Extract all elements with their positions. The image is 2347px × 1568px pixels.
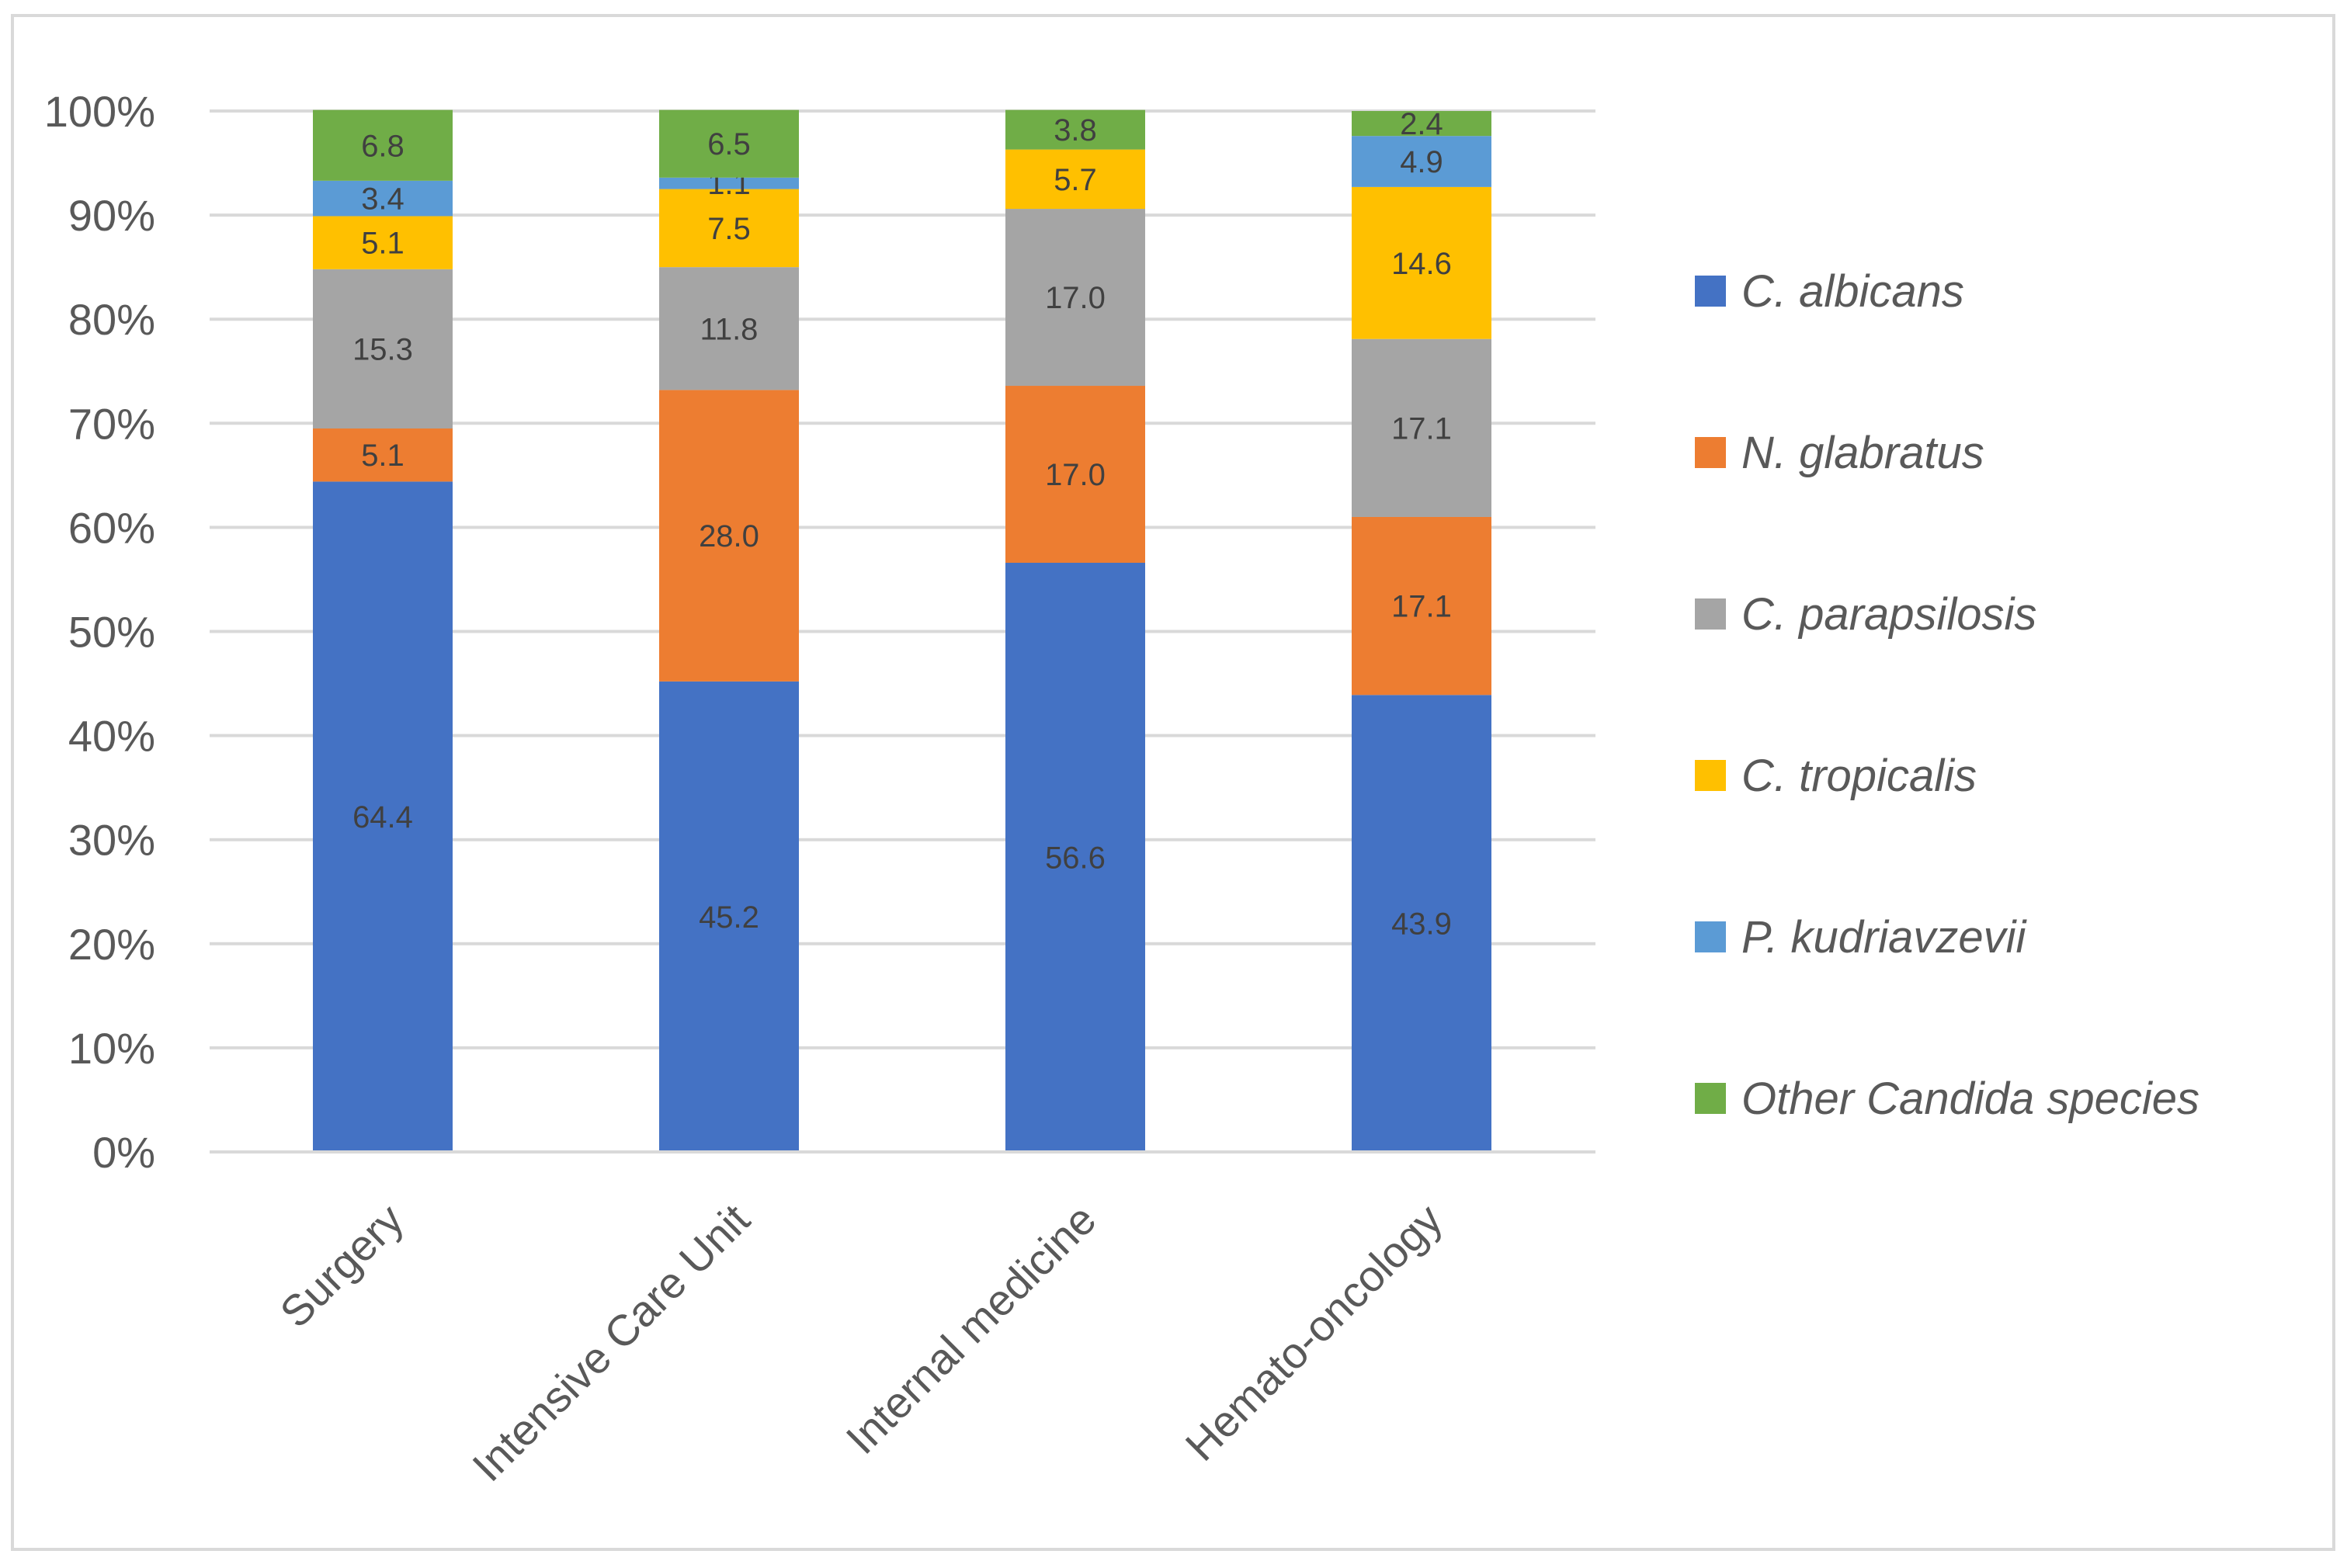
data-label: 56.6 (1045, 841, 1106, 875)
legend-swatch (1695, 921, 1726, 952)
x-category-label: Hemato-oncology (1176, 1195, 1452, 1470)
x-category-label: Surgery (270, 1195, 412, 1337)
data-label: 14.6 (1391, 247, 1452, 281)
y-tick-label: 80% (68, 295, 155, 344)
x-category-label: Internal medicine (836, 1195, 1105, 1463)
y-tick-label: 70% (68, 399, 155, 448)
legend-swatch (1695, 760, 1726, 791)
legend-label: C. tropicalis (1741, 751, 1977, 801)
y-tick-label: 50% (68, 608, 155, 657)
bar-segment-n-glabratus (1005, 386, 1145, 563)
data-label: 6.5 (707, 127, 751, 161)
bar-segment-c-parapsilosis (1005, 209, 1145, 387)
data-label: 15.3 (352, 332, 413, 366)
bar-segment-p-kudriavzevii (313, 180, 453, 217)
y-axis: 0% 10% 20% 30% 40% 50% 60% 70% 80% 90% 100% (44, 87, 155, 1177)
bar-segment-other-candida-species (1005, 109, 1145, 150)
x-category-label: Intensive Care Unit (463, 1195, 759, 1491)
y-tick-label: 30% (68, 816, 155, 865)
bars: 64.45.115.35.13.46.845.228.011.87.51.16.… (313, 107, 1491, 1152)
legend-swatch (1695, 1083, 1726, 1114)
bar-segment-p-kudriavzevii (1352, 136, 1491, 187)
bar-segment-c-albicans (659, 681, 799, 1152)
y-tick-label: 20% (68, 920, 155, 969)
y-tick-label: 10% (68, 1024, 155, 1073)
bar-segment-c-tropicalis (1005, 149, 1145, 210)
bar-segment-c-parapsilosis (1352, 338, 1491, 517)
data-label: 17.0 (1045, 458, 1106, 492)
bar-segment-n-glabratus (659, 390, 799, 682)
bar-segment-p-kudriavzevii (659, 177, 799, 189)
legend-swatch (1695, 276, 1726, 307)
data-label: 64.4 (352, 800, 413, 834)
bar-segment-c-albicans (313, 481, 453, 1152)
y-tick-label: 0% (92, 1128, 155, 1177)
data-label: 6.8 (361, 129, 404, 163)
bar-segment-n-glabratus (313, 428, 453, 482)
bar-segment-other-candida-species (659, 109, 799, 178)
data-label: 43.9 (1391, 907, 1452, 942)
bar-segment-n-glabratus (1352, 516, 1491, 696)
data-label: 5.1 (361, 439, 404, 473)
y-tick-label: 60% (68, 503, 155, 552)
y-tick-label: 90% (68, 191, 155, 240)
data-label: 17.1 (1391, 411, 1452, 446)
data-label: 2.4 (1400, 107, 1443, 141)
bar-segment-c-albicans (1005, 562, 1145, 1152)
bar-segment-c-tropicalis (1352, 186, 1491, 339)
legend-swatch (1695, 437, 1726, 468)
data-label: 7.5 (707, 212, 751, 246)
bar-segment-other-candida-species (313, 109, 453, 181)
legend-label: Other Candida species (1741, 1074, 2199, 1124)
y-tick-label: 40% (68, 712, 155, 761)
legend-swatch (1695, 598, 1726, 630)
x-axis: Surgery Intensive Care Unit Internal medic… (210, 1150, 1595, 1491)
data-label: 17.1 (1391, 590, 1452, 624)
bar-segment-other-candida-species (1352, 111, 1491, 137)
data-label: 17.0 (1045, 281, 1106, 315)
data-label: 3.4 (361, 182, 404, 217)
data-label: 5.1 (361, 227, 404, 261)
legend: C. albicans N. glabratus C. parapsilosis C.… (1695, 266, 2199, 1124)
data-label: 4.9 (1400, 145, 1443, 179)
data-label: 5.7 (1054, 163, 1097, 197)
data-label: 45.2 (699, 900, 759, 935)
legend-label: P. kudriavzevii (1741, 912, 2028, 963)
legend-label: N. glabratus (1741, 428, 1984, 478)
bar-segment-c-albicans (1352, 695, 1491, 1152)
legend-label: C. albicans (1741, 266, 1964, 317)
bar-segment-c-parapsilosis (659, 267, 799, 390)
legend-label: C. parapsilosis (1741, 589, 2036, 640)
data-label: 28.0 (699, 519, 759, 553)
data-label: 3.8 (1054, 113, 1097, 147)
bar-segment-c-tropicalis (659, 189, 799, 268)
y-tick-label: 100% (44, 87, 155, 136)
data-label: 11.8 (700, 312, 759, 346)
bar-segment-c-tropicalis (313, 216, 453, 269)
bar-segment-c-parapsilosis (313, 269, 453, 429)
